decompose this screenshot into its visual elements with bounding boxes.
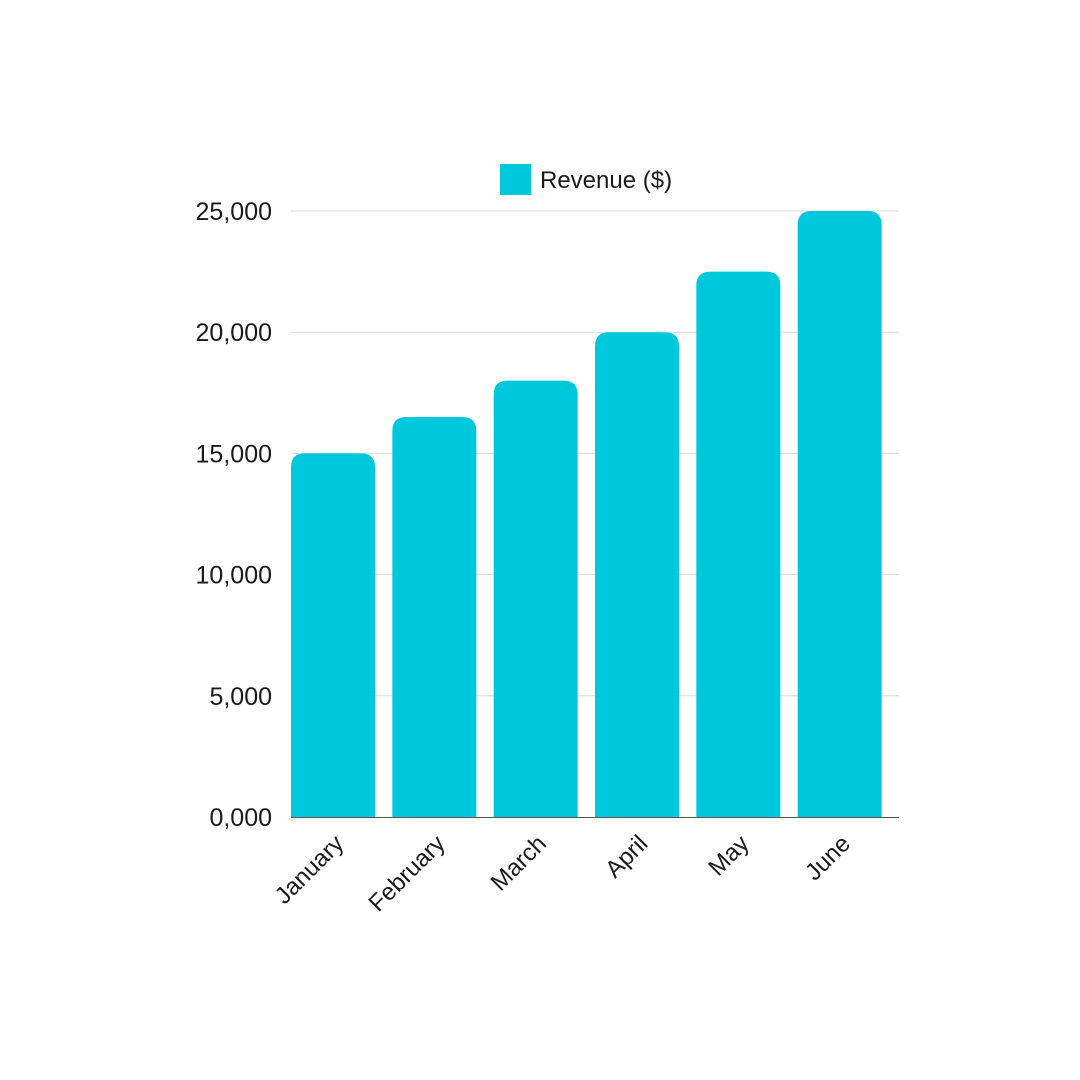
x-tick-label-may: May	[703, 830, 754, 881]
bar-april	[595, 332, 679, 817]
bar-january	[291, 453, 375, 817]
legend-label-revenue: Revenue ($)	[540, 167, 672, 194]
bar-march	[493, 380, 578, 817]
x-axis-category-labels: January February March April May June	[270, 830, 856, 917]
y-tick-label: 10,000	[196, 562, 272, 590]
y-tick-label: 25,000	[196, 198, 272, 226]
y-tick-label: 15,000	[196, 440, 272, 468]
y-tick-label: 0,000	[209, 804, 272, 832]
bar-may	[696, 271, 781, 818]
y-axis-tick-labels: 0,000 5,000 10,000 15,000 20,000 25,000	[196, 198, 272, 832]
bars	[291, 211, 882, 818]
legend: Revenue ($)	[500, 164, 672, 195]
x-tick-label-june: June	[800, 830, 856, 886]
y-tick-label: 5,000	[209, 683, 272, 711]
x-tick-label-april: April	[600, 830, 653, 883]
bar-june	[797, 211, 882, 817]
y-tick-label: 20,000	[196, 319, 272, 347]
bar-february	[392, 417, 477, 817]
legend-swatch-revenue	[500, 164, 531, 195]
x-tick-label-march: March	[486, 830, 552, 896]
x-tick-label-january: January	[270, 830, 349, 909]
x-tick-label-february: February	[364, 830, 451, 917]
